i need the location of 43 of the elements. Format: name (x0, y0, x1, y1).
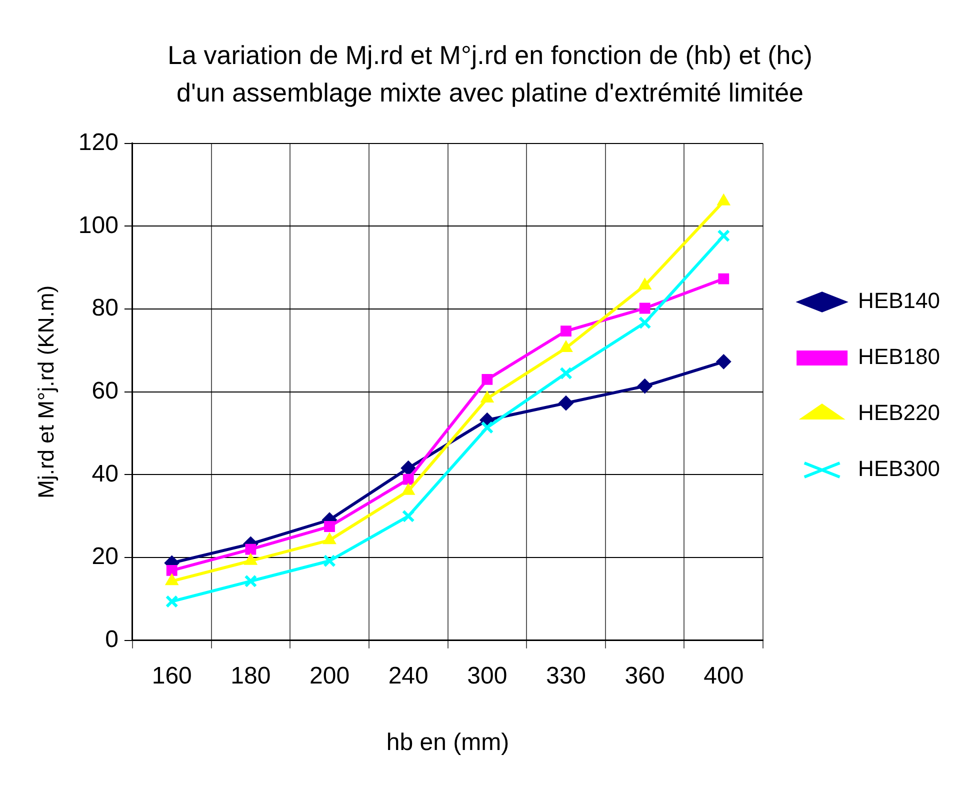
point (639, 302, 650, 314)
y-tick-label: 60 (92, 378, 118, 405)
point (402, 474, 414, 485)
x-axis-title: hb en (mm) (386, 729, 510, 756)
point (560, 326, 572, 336)
x-tick-label: 400 (704, 662, 744, 690)
x-tick-label: 300 (467, 662, 508, 690)
point (638, 316, 652, 330)
point (323, 554, 336, 568)
x-tick-label: 180 (230, 662, 271, 690)
y-tick-label: 120 (78, 129, 118, 156)
y-tick-label: 40 (92, 460, 118, 488)
y-tick-label: 20 (92, 543, 118, 570)
legend-label: HEB140 (858, 288, 940, 314)
point (637, 378, 652, 394)
point (480, 421, 494, 434)
y-tick-label: 0 (105, 626, 118, 654)
point (717, 229, 730, 242)
point (400, 460, 416, 476)
point (718, 273, 730, 284)
point (165, 595, 178, 608)
point (558, 396, 574, 411)
point (480, 391, 494, 403)
legend-label: HEB220 (858, 400, 940, 426)
legend-label: HEB180 (858, 344, 940, 370)
point (482, 374, 493, 385)
y-tick-label: 80 (92, 294, 118, 322)
point (716, 354, 732, 370)
x-tick-label: 240 (388, 662, 428, 690)
point (166, 564, 178, 576)
point (402, 510, 415, 523)
point (560, 366, 572, 380)
x-tick-label: 200 (309, 662, 350, 690)
point (245, 544, 256, 555)
x-tick-label: 360 (624, 662, 665, 690)
point (324, 521, 335, 532)
y-axis-title: Mj.rd et M°j.rd (KN.m) (33, 285, 58, 498)
y-tick-label: 100 (78, 212, 118, 239)
x-tick-label: 330 (546, 662, 586, 690)
legend-label: HEB300 (858, 456, 940, 482)
x-tick-label: 160 (152, 662, 192, 690)
point (244, 574, 258, 588)
chart-title: La variation de Mj.rd et M°j.rd en fonction de (hb) et (hc) d'un assemblage mixte avec platine d'extrémité limitée (168, 40, 812, 108)
